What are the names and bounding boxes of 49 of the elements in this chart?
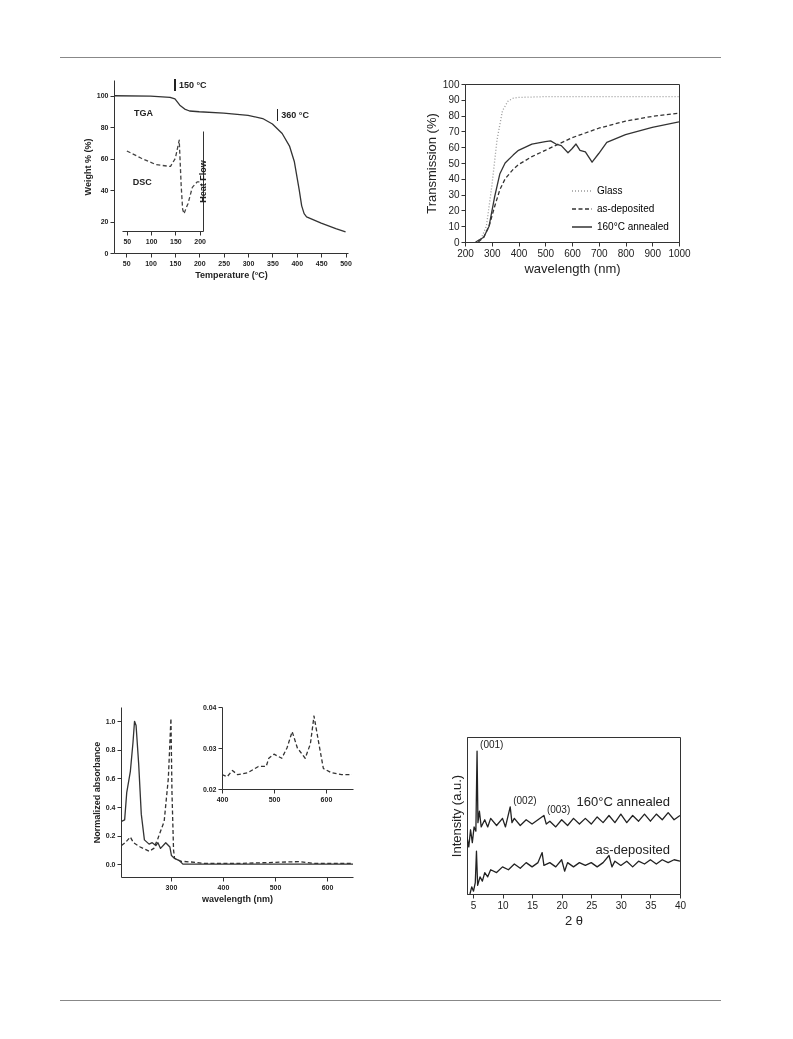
legend-label: 160°C annealed <box>597 221 669 232</box>
x-tick-label: 30 <box>615 899 628 911</box>
y-tick-label: 40 <box>448 173 460 185</box>
series-label: TGA <box>134 107 154 118</box>
legend-label: Glass <box>597 185 623 196</box>
x-tick-label: 20 <box>556 899 569 911</box>
series-label: 160°C annealed <box>576 793 670 809</box>
x-tick-label: 200 <box>457 247 475 259</box>
x-tick-label: 600 <box>564 247 582 259</box>
x-tick-label: 800 <box>617 247 635 259</box>
x-tick-label: 400 <box>510 247 528 259</box>
y-tick-label: 20 <box>448 204 460 216</box>
x-tick-label: 700 <box>590 247 609 259</box>
x-tick-label: 900 <box>644 247 662 259</box>
y-axis-title: Intensity (a.u.) <box>448 774 464 858</box>
x-axis-title: 2 θ <box>564 912 584 928</box>
y-tick-label: 60 <box>448 141 460 153</box>
x-tick-label: 10 <box>497 899 509 911</box>
y-axis-title: Transmission (%) <box>423 113 439 214</box>
series-label: as-deposited <box>595 842 670 858</box>
x-axis-title: wavelength (nm) <box>200 893 274 904</box>
x-tick-label: 300 <box>483 247 502 259</box>
x-tick-label: 500 <box>537 247 555 259</box>
annotation: (001) <box>480 739 504 751</box>
y-axis-title: Heat Flow <box>197 159 208 203</box>
x-tick-label: 40 <box>674 899 687 911</box>
annotation: (003) <box>546 803 571 815</box>
y-tick-label: 50 <box>448 157 460 169</box>
y-tick-label: 0 <box>453 236 460 248</box>
x-tick-label: 25 <box>586 899 598 911</box>
annotation: 360 °C <box>281 109 310 120</box>
x-axis-title: wavelength (nm) <box>523 260 621 276</box>
legend-label: as-deposited <box>597 203 655 214</box>
y-tick-label: 30 <box>448 189 460 201</box>
y-tick-label: 90 <box>448 94 460 106</box>
y-axis-title: Normalized absorbance <box>91 741 102 844</box>
x-tick-label: 1000 <box>668 247 692 259</box>
y-tick-label: 10 <box>448 220 460 232</box>
annotation: 150 °C <box>178 79 208 90</box>
x-tick-label: 15 <box>527 899 539 911</box>
y-tick-label: 70 <box>448 125 460 137</box>
x-tick-label: 5 <box>470 899 477 911</box>
x-axis-title: Temperature (°C) <box>195 269 268 280</box>
y-tick-label: 100 <box>442 78 460 90</box>
y-axis-title: Weight % (%) <box>82 138 93 196</box>
series-label: DSC <box>132 177 153 187</box>
y-tick-label: 80 <box>448 110 460 122</box>
annotation: (002) <box>513 794 537 806</box>
x-tick-label: 35 <box>645 899 657 911</box>
